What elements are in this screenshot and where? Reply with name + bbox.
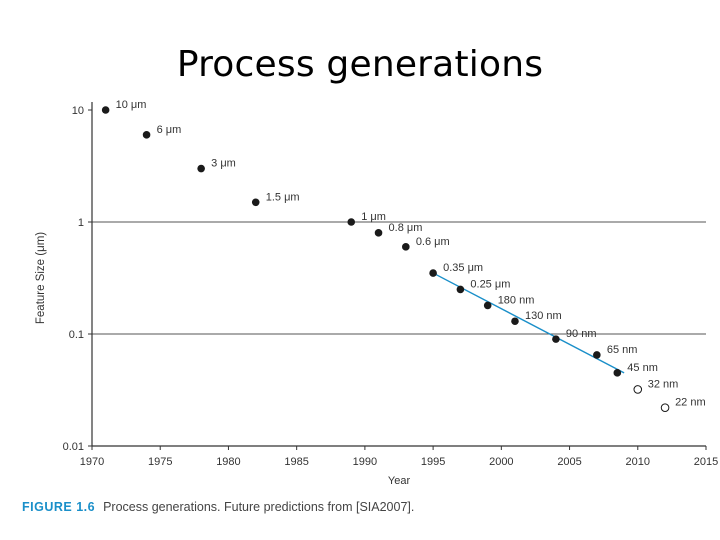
data-point [251, 198, 260, 207]
data-label: 22 nm [675, 397, 706, 409]
x-tick-label: 2000 [489, 456, 513, 468]
caption-text: Process generations. Future predictions … [103, 500, 415, 514]
data-label: 130 nm [525, 310, 562, 322]
data-label: 65 nm [607, 344, 638, 356]
y-tick-label: 10 [72, 105, 84, 117]
data-label: 180 nm [498, 294, 535, 306]
data-label: 6 μm [157, 124, 182, 136]
y-axis-title: Feature Size (μm) [35, 232, 47, 324]
feature-size-chart: 10 1 0.1 0.01 1970 1975 1980 1985 1990 1995 2000 20… [35, 99, 718, 487]
data-point [593, 351, 601, 359]
x-tick-label: 1975 [148, 456, 172, 468]
data-label: 45 nm [627, 362, 658, 374]
data-label: 3 μm [211, 158, 236, 170]
data-label: 0.35 μm [443, 262, 483, 274]
y-tick-label: 0.1 [69, 329, 84, 341]
data-label: 90 nm [566, 328, 597, 340]
data-point [483, 301, 492, 310]
figure-label: FIGURE 1.6 [22, 500, 96, 514]
x-tick-label: 1980 [216, 456, 240, 468]
slide-title: Process generations [176, 44, 544, 85]
data-label: 1.5 μm [266, 191, 300, 203]
data-label: 32 nm [648, 378, 679, 390]
data-point [101, 106, 110, 114]
y-tick-label: 1 [78, 217, 84, 229]
data-point [511, 317, 519, 326]
data-point [142, 131, 151, 139]
data-point [402, 243, 410, 251]
trend-line [432, 272, 625, 374]
data-point [374, 229, 383, 237]
x-tick-label: 1970 [80, 456, 104, 468]
data-label: 0.6 μm [416, 236, 450, 248]
data-point [613, 369, 622, 377]
data-point [429, 269, 437, 277]
x-tick-label: 1990 [353, 456, 377, 468]
data-point [347, 218, 356, 226]
x-tick-label: 2015 [694, 456, 718, 468]
data-label: 1 μm [361, 211, 386, 223]
data-label: 0.8 μm [389, 222, 423, 234]
data-label: 10 μm [116, 99, 147, 111]
x-tick-label: 2010 [626, 456, 650, 468]
data-point [197, 164, 205, 173]
y-tick-label: 0.01 [63, 441, 84, 453]
figure-caption: FIGURE 1.6 Process generations. Future pr… [22, 500, 414, 514]
data-point [456, 285, 465, 294]
data-point [552, 335, 560, 343]
x-tick-label: 1985 [284, 456, 308, 468]
data-point-predicted [633, 385, 643, 394]
data-label: 0.25 μm [470, 278, 510, 290]
x-tick-label: 1995 [421, 456, 445, 468]
data-point-predicted [660, 403, 670, 412]
x-axis-title: Year [388, 475, 411, 487]
x-tick-label: 2005 [557, 456, 581, 468]
